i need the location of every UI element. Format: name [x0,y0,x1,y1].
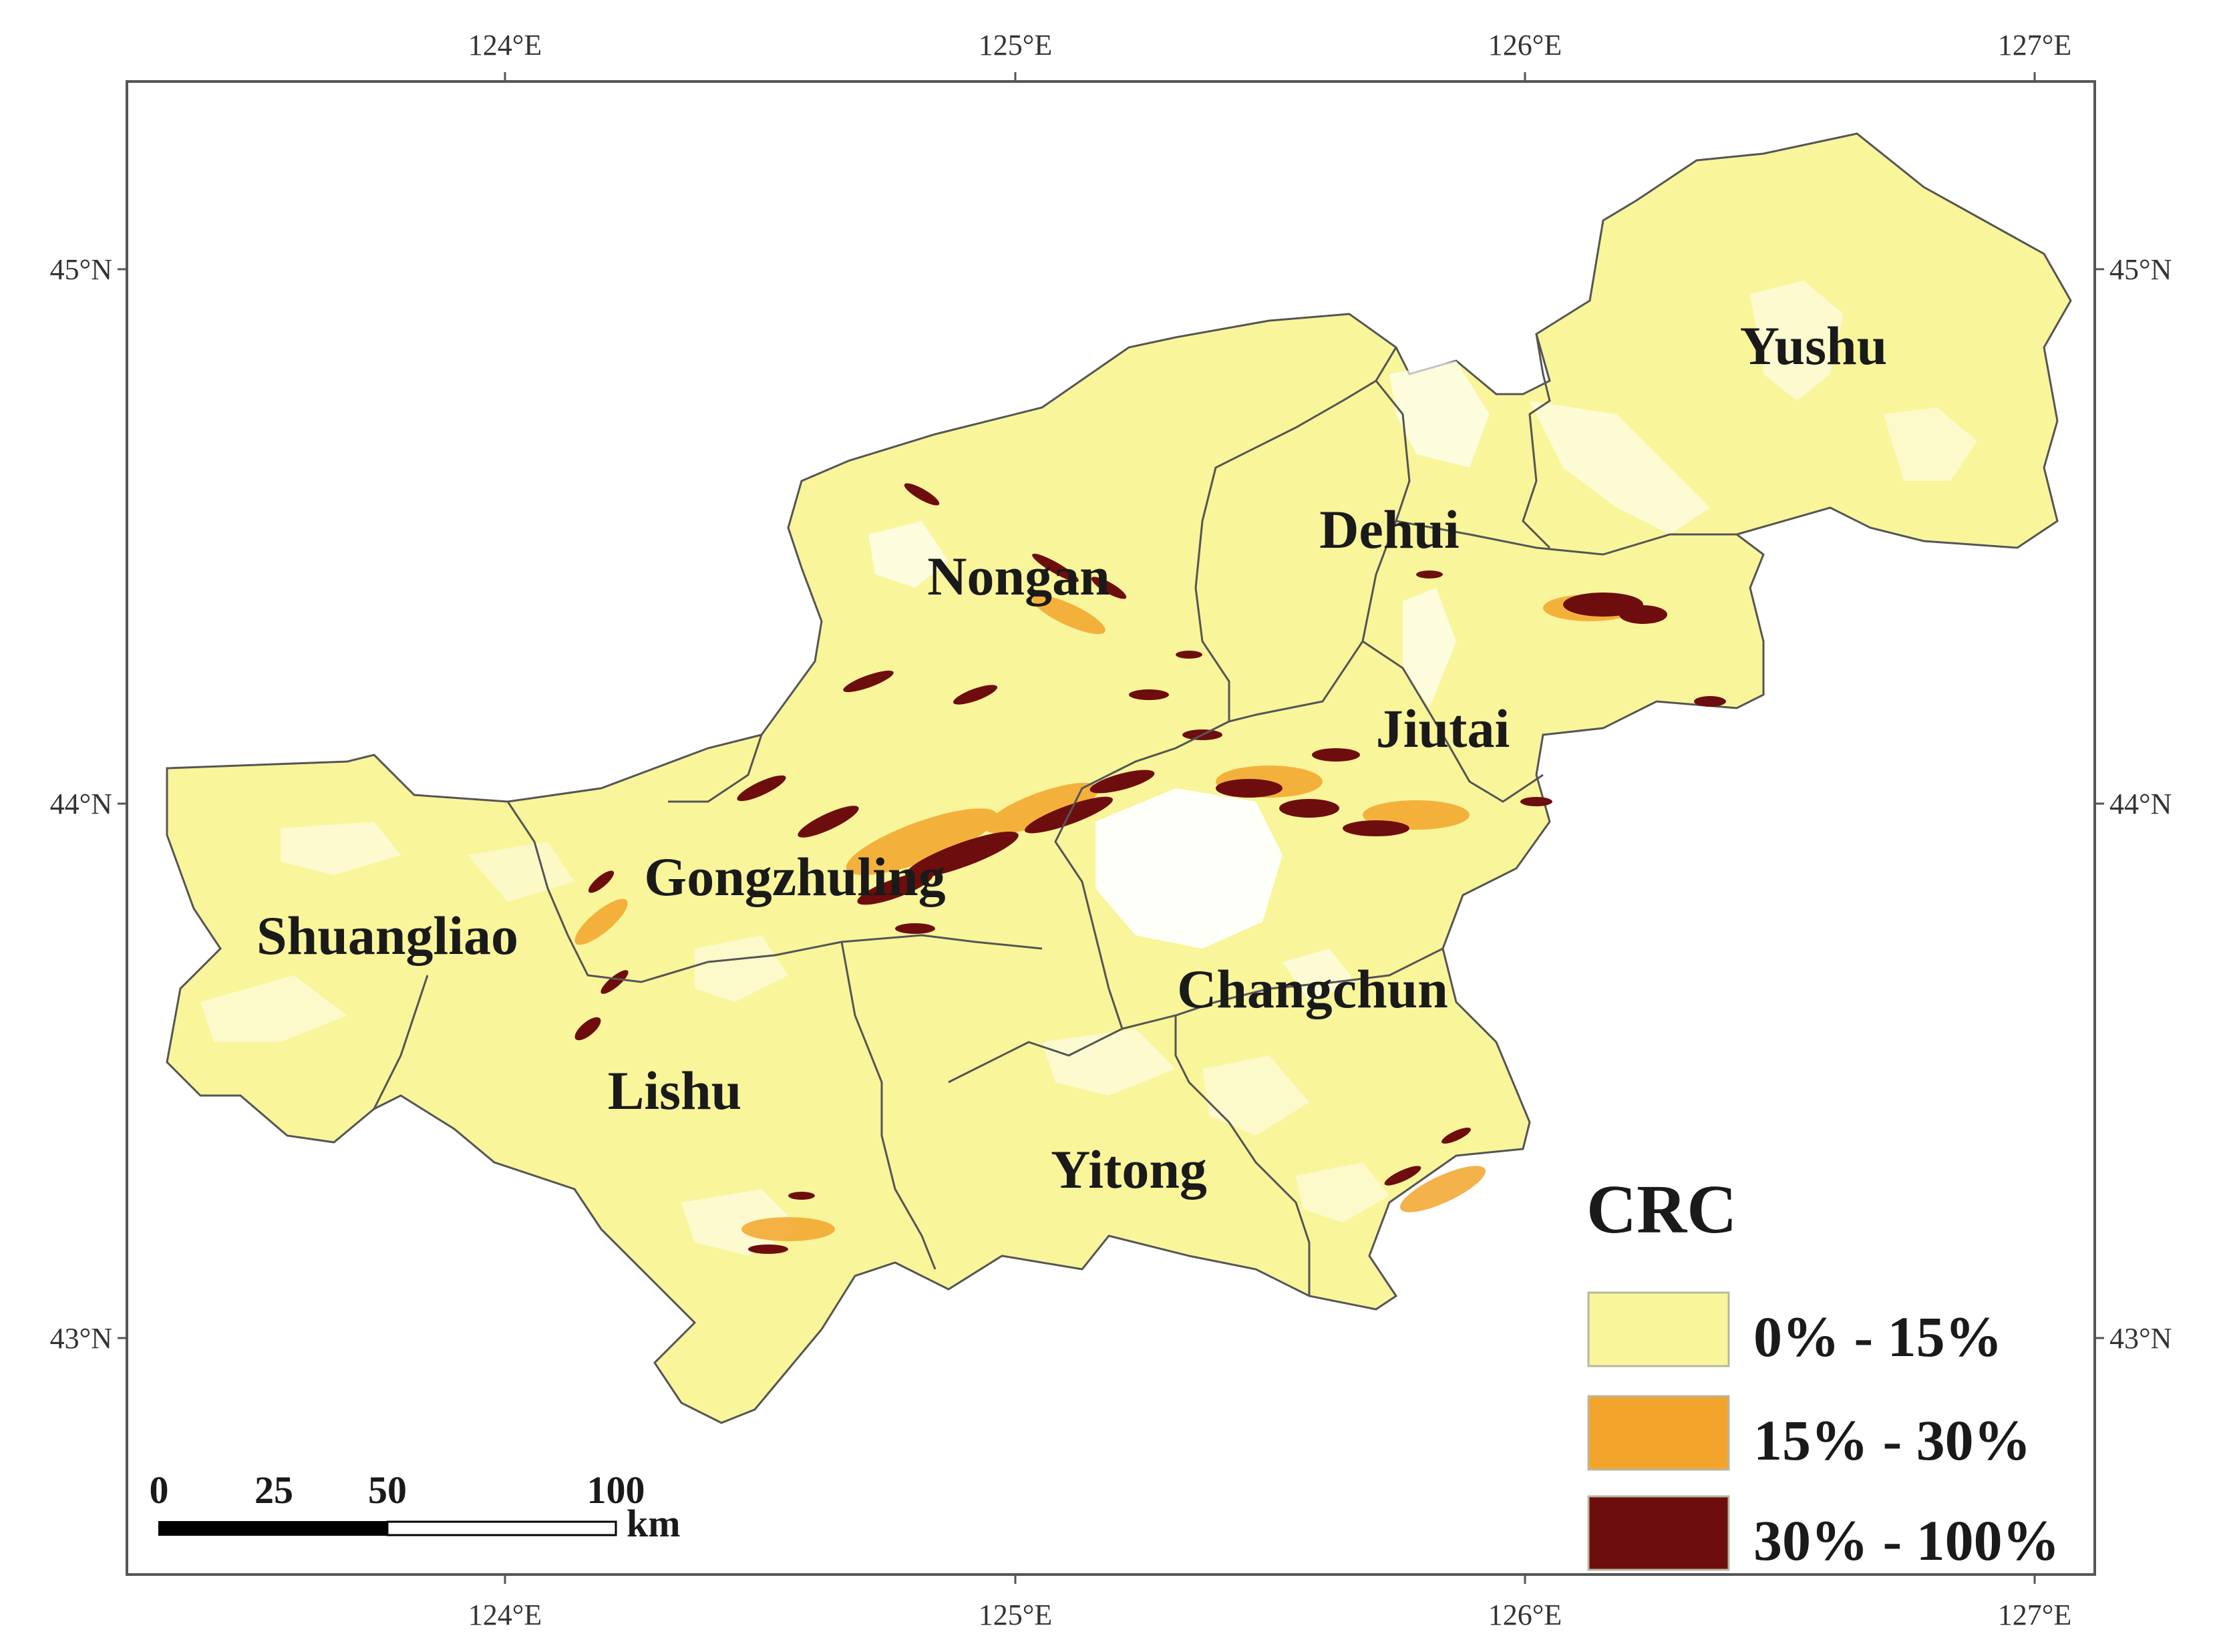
lat-tick-left-43: 43°N [50,1322,112,1355]
scale-tick-25: 25 [254,1468,293,1512]
scale-tick-0: 0 [150,1468,169,1512]
latitude-ticks-left: 45°N 44°N 43°N [50,253,127,1355]
region-labels: Yushu Dehui Nongan Jiutai Gongzhuling Sh… [257,315,1887,1200]
lon-tick-top-124: 124°E [468,29,542,61]
lat-tick-right-44: 44°N [2109,788,2172,820]
lat-tick-left-45: 45°N [50,253,112,286]
scale-bar-empty [386,1520,617,1536]
longitude-ticks-bottom: 124°E 125°E 126°E 127°E [468,1575,2071,1631]
lat-tick-left-44: 44°N [50,788,112,820]
region-label-shuangliao: Shuangliao [257,905,518,966]
region-label-lishu: Lishu [608,1060,742,1121]
county-boundaries [373,333,1737,1296]
scale-tick-50: 50 [368,1468,407,1512]
lon-tick-top-125: 125°E [979,29,1052,61]
region-label-dehui: Dehui [1319,499,1460,560]
region-label-nongan: Nongan [927,546,1110,607]
region-label-yushu: Yushu [1740,315,1887,376]
lon-tick-top-126: 126°E [1488,29,1562,61]
region-label-changchun: Changchun [1177,959,1448,1019]
region-label-gongzhuling: Gongzhuling [644,846,945,907]
scale-unit: km [627,1502,681,1545]
region-label-yitong: Yitong [1051,1139,1207,1200]
legend-title: CRC [1586,1171,1737,1248]
latitude-ticks-right: 45°N 44°N 43°N [2095,253,2172,1355]
scale-tick-100: 100 [587,1468,645,1512]
longitude-ticks-top: 124°E 125°E 126°E 127°E [468,29,2071,81]
legend-label-mid: 15% - 30% [1753,1408,2031,1472]
lon-tick-top-127: 127°E [1998,29,2071,61]
legend-swatch-mid [1587,1395,1730,1471]
legend-swatch-low [1587,1291,1730,1367]
lat-tick-right-45: 45°N [2109,253,2172,286]
scale-bar-filled [158,1521,388,1536]
lat-tick-right-43: 43°N [2109,1322,2172,1355]
scale-bar: 0 25 50 100 km [150,1468,681,1545]
legend-label-low: 0% - 15% [1753,1305,2003,1369]
lon-tick-bottom-126: 126°E [1488,1599,1562,1631]
legend-label-high: 30% - 100% [1753,1508,2060,1573]
region-label-jiutai: Jiutai [1376,698,1510,759]
lon-tick-bottom-125: 125°E [979,1599,1052,1631]
legend: CRC 0% - 15% 15% - 30% 30% - 100% [1586,1171,2060,1573]
lon-tick-bottom-127: 127°E [1998,1599,2071,1631]
legend-swatch-high [1587,1495,1730,1571]
unclassified-patches [200,281,1977,1256]
lon-tick-bottom-124: 124°E [468,1599,542,1631]
